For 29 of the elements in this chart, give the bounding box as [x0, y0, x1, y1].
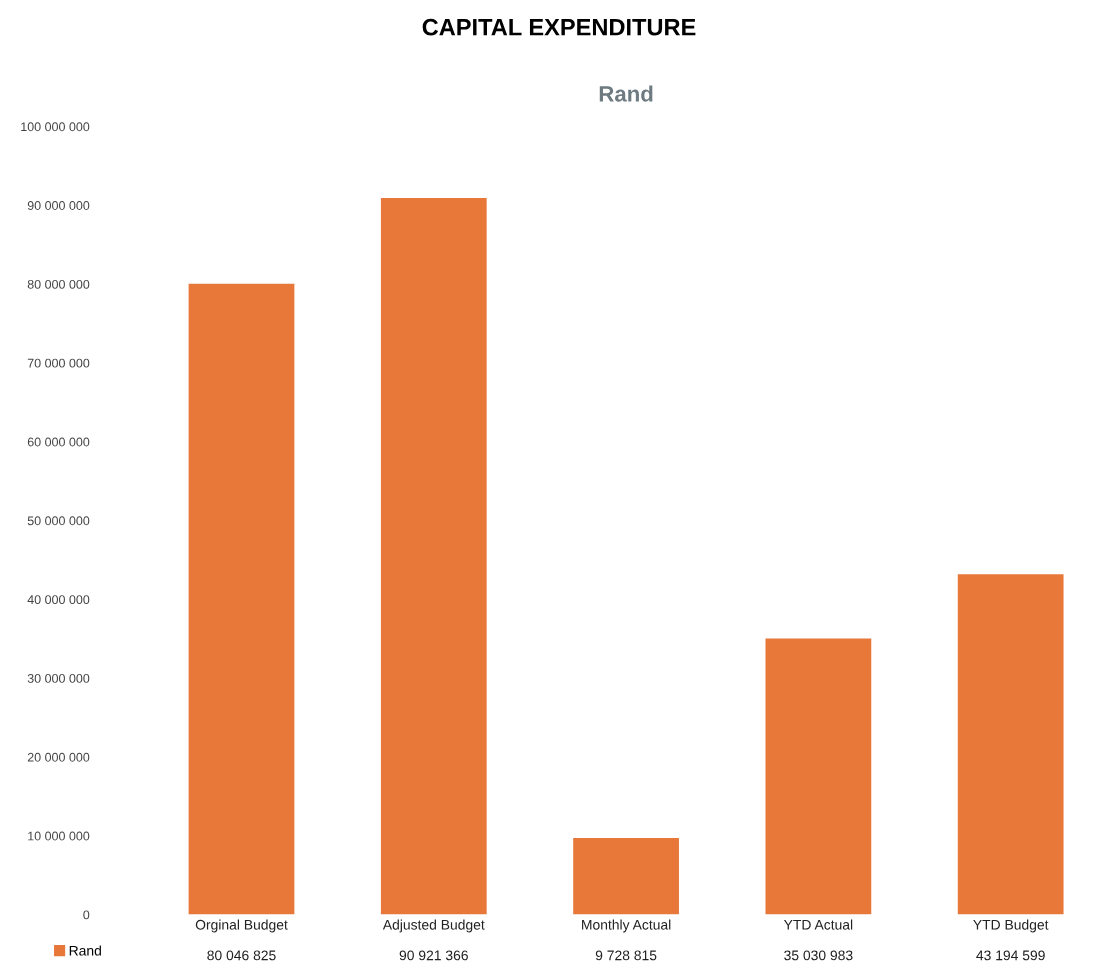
x-tick-label: Monthly Actual — [582, 919, 671, 933]
y-tick-label: 90 000 000 — [27, 201, 90, 210]
bar — [380, 198, 487, 915]
y-tick-label: 80 000 000 — [27, 279, 90, 289]
x-tick-label: Adjusted Budget — [382, 919, 485, 933]
y-tick-label: 100 000 000 — [21, 122, 90, 132]
y-tick-label: 40 000 000 — [27, 595, 90, 605]
bar — [957, 574, 1064, 915]
y-tick-label: 0 — [83, 910, 90, 920]
data-label: 90 921 366 — [399, 950, 468, 961]
bar — [188, 283, 295, 915]
y-tick-label: 10 000 000 — [28, 831, 90, 841]
x-tick-label: Orginal Budget — [195, 919, 288, 933]
y-tick-label: 30 000 000 — [27, 673, 90, 683]
y-tick-label: 20 000 000 — [27, 752, 90, 762]
y-tick-label: 70 000 000 — [27, 358, 90, 368]
x-tick-label: YTD Budget — [973, 919, 1049, 933]
bar — [765, 638, 872, 915]
x-tick-label: YTD Actual — [783, 919, 853, 930]
legend-label: Rand — [69, 945, 101, 956]
chart-title: CAPITAL EXPENDITURE — [422, 18, 696, 36]
y-tick-label: 50 000 000 — [27, 516, 90, 526]
bar — [573, 837, 679, 915]
data-label: 80 046 825 — [207, 950, 276, 961]
data-label: 43 194 599 — [976, 950, 1045, 961]
data-label: 9 728 815 — [595, 950, 657, 961]
data-label: 35 030 983 — [784, 950, 853, 961]
chart-subtitle: Rand — [599, 85, 653, 102]
y-tick-label: 60 000 000 — [27, 437, 90, 447]
